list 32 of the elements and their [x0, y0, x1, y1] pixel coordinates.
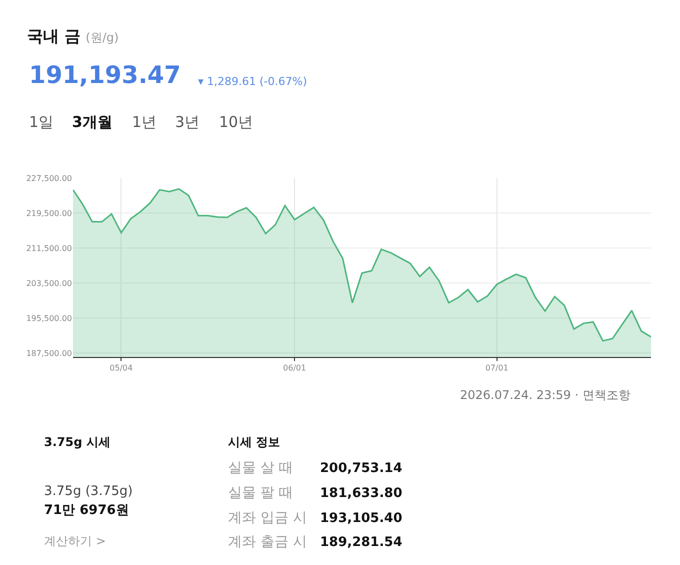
text: 계좌 입금 시 — [228, 510, 307, 526]
chart-title: 국내 금 — [27, 26, 81, 46]
text: 181,633.80 — [320, 486, 402, 501]
y-tick-label: 219,500.00 — [26, 208, 72, 218]
text: 실물 살 때 — [228, 460, 293, 476]
text: 실물 팔 때 — [228, 485, 293, 501]
text: 3.75g 시세 — [44, 435, 110, 449]
y-tick-label: 211,500.00 — [26, 244, 72, 253]
x-tick-label: 07/01 — [485, 364, 508, 373]
text: 10년 — [219, 113, 254, 131]
text: 3.75g (3.75g) — [44, 484, 133, 499]
y-tick-label: 195,500.00 — [26, 314, 72, 323]
text: 3개월 — [72, 113, 112, 131]
text: 71만 6976원 — [44, 503, 129, 518]
text: 189,281.54 — [320, 535, 402, 550]
text: 1년 — [132, 113, 157, 131]
text: 계산하기 > — [44, 534, 106, 548]
text: 191,193.47 — [29, 61, 181, 89]
chart-subtitle: (원/g) — [86, 30, 119, 45]
y-tick-label: 203,500.00 — [26, 278, 72, 288]
x-tick-label: 06/01 — [283, 364, 306, 373]
text: 계좌 출금 시 — [228, 534, 307, 550]
text: 3년 — [175, 113, 200, 131]
y-tick-label: 227,500.00 — [26, 174, 72, 183]
text: 2026.07.24. 23:59 · 면책조항 — [460, 388, 630, 402]
x-tick-label: 05/04 — [110, 364, 133, 373]
text: ▾ 1,289.61 (-0.67%) — [198, 75, 307, 88]
y-tick-label: 187,500.00 — [26, 348, 72, 358]
text: 200,753.14 — [320, 461, 402, 476]
text: 시세 정보 — [228, 435, 280, 449]
text: 1일 — [29, 113, 54, 131]
text: 193,105.40 — [320, 511, 402, 526]
